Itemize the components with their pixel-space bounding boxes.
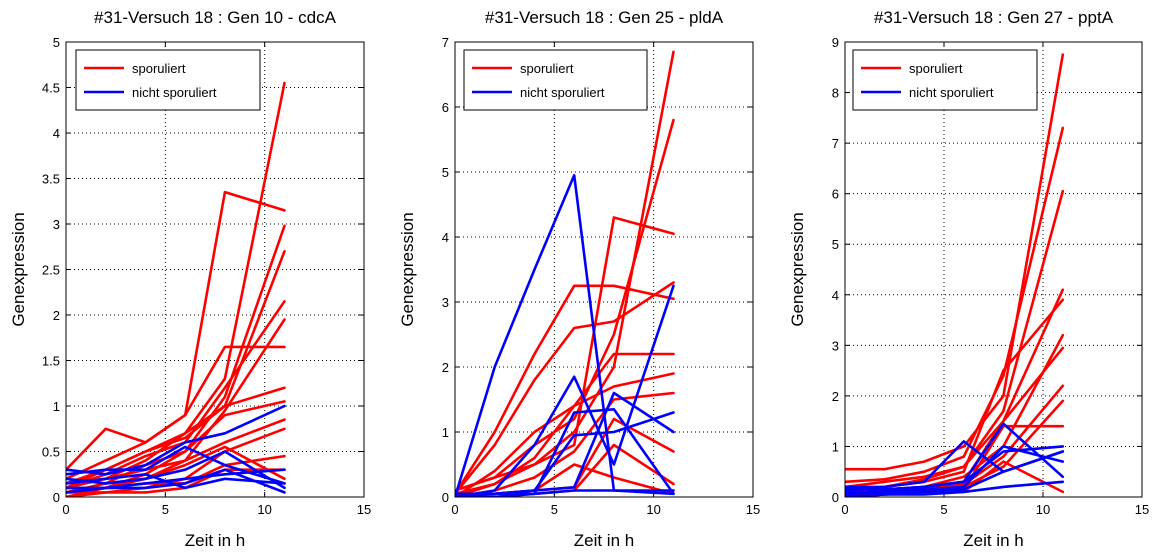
x-tick-label: 15	[357, 502, 371, 517]
y-tick-label: 2.5	[42, 263, 60, 278]
chart-title: #31-Versuch 18 : Gen 25 - pldA	[485, 8, 724, 27]
x-tick-label: 15	[746, 502, 760, 517]
series-line-sporuliert	[66, 345, 286, 481]
series-line-nicht-sporuliert	[66, 472, 286, 490]
legend-label: sporuliert	[520, 61, 574, 76]
x-tick-label: 0	[841, 502, 848, 517]
y-tick-label: 1	[442, 425, 449, 440]
axes-box	[844, 41, 1143, 498]
series-line-nicht-sporuliert	[66, 450, 286, 490]
series-line-sporuliert	[66, 300, 286, 490]
series-line-nicht-sporuliert	[66, 468, 286, 494]
series-line-sporuliert	[455, 284, 675, 496]
y-tick-label: 4	[832, 288, 839, 303]
series-group	[66, 81, 286, 497]
series-line-nicht-sporuliert	[66, 445, 286, 485]
y-tick-label: 5	[832, 237, 839, 252]
x-axis-label: Zeit in h	[185, 531, 245, 550]
legend-box	[75, 49, 261, 111]
y-tick-label: 7	[442, 35, 449, 50]
series-line-nicht-sporuliert	[455, 407, 675, 496]
chart-title: #31-Versuch 18 : Gen 27 - pptA	[874, 8, 1114, 27]
y-axis-label: Genexpression	[398, 212, 417, 326]
x-tick-label: 10	[1036, 502, 1050, 517]
y-tick-label: 3	[53, 217, 60, 232]
y-tick-label: 0	[53, 490, 60, 505]
legend-label: sporuliert	[909, 61, 963, 76]
axes-box	[65, 41, 365, 498]
y-tick-label: 6	[442, 100, 449, 115]
series-group	[845, 53, 1065, 497]
series-line-sporuliert	[845, 126, 1065, 484]
legend: sporuliert nicht sporuliert	[463, 49, 648, 111]
series-line-sporuliert	[66, 468, 286, 497]
y-tick-label: 2	[832, 389, 839, 404]
y-tick-label: 2	[53, 308, 60, 323]
series-line-nicht-sporuliert	[66, 404, 286, 476]
x-tick-label: 5	[162, 502, 169, 517]
x-axis-label: Zeit in h	[574, 531, 634, 550]
x-tick-label: 15	[1135, 502, 1149, 517]
chart-panel-3: 0 5 10 15 0 1 2 3 4 5 6 7 8 9 sporuliert nicht sporulie…	[788, 8, 1149, 550]
series-line-sporuliert	[455, 372, 675, 497]
y-tick-label: 6	[832, 187, 839, 202]
y-tick-label: 1	[832, 439, 839, 454]
y-tick-label: 8	[832, 86, 839, 101]
y-tick-label: 3	[442, 295, 449, 310]
series-line-nicht-sporuliert	[845, 480, 1065, 497]
legend-label: nicht sporuliert	[520, 85, 605, 100]
series-line-sporuliert	[66, 445, 286, 494]
y-tick-label: 0	[442, 490, 449, 505]
y-tick-label: 5	[442, 165, 449, 180]
y-tick-label: 4	[53, 126, 60, 141]
legend-label: sporuliert	[132, 61, 186, 76]
series-line-sporuliert	[455, 281, 675, 496]
y-tick-label: 0	[832, 490, 839, 505]
y-tick-label: 7	[832, 136, 839, 151]
legend-box	[852, 49, 1038, 111]
y-tick-label: 4.5	[42, 81, 60, 96]
y-axis-label: Genexpression	[9, 212, 28, 326]
x-tick-label: 5	[551, 502, 558, 517]
plot-area	[845, 42, 1142, 497]
y-tick-label: 3	[832, 338, 839, 353]
y-tick-label: 2	[442, 360, 449, 375]
y-axis-label: Genexpression	[788, 212, 807, 326]
legend-label: nicht sporuliert	[909, 85, 994, 100]
y-tick-label: 9	[832, 35, 839, 50]
axes-box	[454, 41, 754, 498]
legend-label: nicht sporuliert	[132, 85, 217, 100]
x-tick-label: 10	[257, 502, 271, 517]
x-tick-label: 10	[646, 502, 660, 517]
series-group	[455, 50, 675, 497]
series-line-nicht-sporuliert	[845, 450, 1065, 496]
series-line-nicht-sporuliert	[845, 445, 1065, 491]
y-tick-label: 5	[53, 35, 60, 50]
legend: sporuliert nicht sporuliert	[852, 49, 1038, 111]
chart-title: #31-Versuch 18 : Gen 10 - cdcA	[94, 8, 337, 27]
y-tick-label: 3.5	[42, 172, 60, 187]
legend-box	[463, 49, 648, 111]
legend: sporuliert nicht sporuliert	[75, 49, 261, 111]
y-tick-label: 4	[442, 230, 449, 245]
y-tick-label: 1.5	[42, 354, 60, 369]
chart-panel-2: 0 5 10 15 0 1 2 3 4 5 6 7 sporuliert nicht sporuliert…	[398, 8, 760, 550]
x-tick-label: 0	[451, 502, 458, 517]
x-tick-label: 5	[940, 502, 947, 517]
series-line-sporuliert	[455, 352, 675, 497]
y-tick-label: 0.5	[42, 445, 60, 460]
series-line-nicht-sporuliert	[455, 284, 675, 497]
chart-panel-1: 0 5 10 15 0 0.5 1 1.5 2 2.5 3 3.5 4 4.5 5 sporuliert nic…	[9, 8, 371, 550]
x-axis-label: Zeit in h	[963, 531, 1023, 550]
x-tick-label: 0	[62, 502, 69, 517]
series-line-nicht-sporuliert	[455, 489, 675, 497]
y-tick-label: 1	[53, 399, 60, 414]
